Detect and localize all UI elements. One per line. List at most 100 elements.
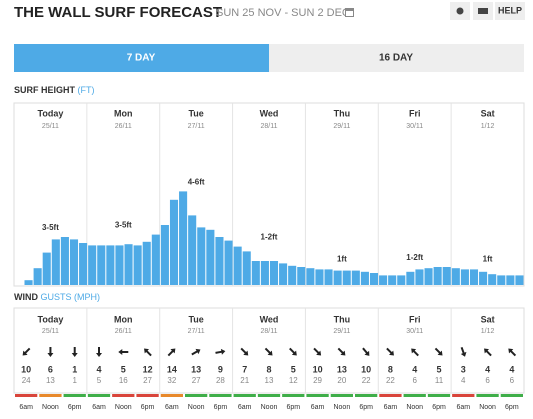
wind-rating	[63, 394, 86, 397]
wind-speed: 4	[412, 364, 417, 374]
surf-bar	[415, 269, 424, 285]
wind-speed: 3	[461, 364, 466, 374]
surf-bar	[24, 280, 33, 285]
surf-bar	[69, 239, 79, 285]
wind-speed: 5	[121, 364, 126, 374]
time-label: Noon	[333, 404, 350, 411]
wind-gust: 22	[362, 376, 371, 385]
day-date: 26/11	[115, 123, 132, 130]
wind-gust: 16	[119, 376, 128, 385]
help-button[interactable]	[495, 2, 525, 20]
surf-bar	[106, 245, 115, 285]
time-label: 6am	[165, 404, 179, 411]
surf-bar	[379, 275, 388, 285]
title: THE WALL SURF FORECAST	[14, 4, 222, 21]
wind-gust: 6	[412, 376, 417, 385]
day-name: Mon	[114, 314, 133, 324]
tab-7day[interactable]	[14, 44, 269, 72]
tab-16day[interactable]	[269, 44, 524, 72]
day-date: 1/12	[481, 123, 495, 130]
wind-speed: 4	[509, 364, 514, 374]
arrow-shape	[191, 348, 201, 356]
day-date: 26/11	[115, 328, 132, 335]
wind-rating	[87, 394, 111, 397]
arrow-shape	[71, 347, 78, 357]
wind-arrow	[22, 347, 31, 356]
day-date: 29/11	[333, 328, 350, 335]
wind-gust: 13	[46, 376, 55, 385]
wind-gust: 13	[265, 376, 274, 385]
arrow-shape	[47, 347, 54, 357]
wind-gust: 21	[240, 376, 249, 385]
wind-gust: 32	[167, 376, 176, 385]
wind-arrow	[484, 348, 492, 357]
arrow-shape	[508, 348, 517, 357]
wind-speed: 12	[143, 364, 153, 374]
wind-gust: 4	[461, 376, 466, 385]
surf-bar	[388, 275, 397, 285]
wind-speed: 13	[337, 364, 347, 374]
wind-speed: 9	[218, 364, 223, 374]
wind-arrow	[264, 347, 273, 356]
wind-rating	[209, 394, 232, 397]
wind-rating	[112, 394, 135, 397]
arrow-shape	[215, 348, 226, 355]
surf-label: 3-5ft	[115, 221, 132, 230]
time-label: 6pm	[68, 404, 82, 411]
surf-label: 1-2ft	[261, 233, 278, 242]
wind-arrow	[460, 346, 467, 357]
arrow-shape	[167, 348, 176, 357]
wind-arrow	[118, 349, 129, 355]
wind-arrow	[47, 347, 54, 357]
arrow-shape	[434, 347, 443, 356]
arrow-shape	[386, 347, 394, 356]
time-label: 6pm	[141, 404, 155, 411]
wind-speed: 6	[48, 364, 53, 374]
wind-rating	[452, 394, 475, 397]
wind-rating	[160, 394, 183, 397]
wind-rating	[282, 394, 305, 397]
calendar-icon	[345, 8, 354, 17]
wind-arrow	[508, 348, 517, 357]
wind-rating	[257, 394, 281, 397]
wind-speed: 1	[72, 364, 77, 374]
arrow-shape	[289, 347, 297, 356]
wind-rating	[476, 394, 499, 397]
surf-bar	[151, 234, 160, 285]
day-name: Today	[38, 314, 64, 324]
surf-bar	[469, 269, 479, 285]
wind-speed: 5	[436, 364, 441, 374]
wind-arrow	[411, 348, 419, 357]
surf-label: 1ft	[337, 254, 347, 263]
wind-gust: 27	[143, 376, 152, 385]
surf-bar	[397, 275, 406, 285]
wind-subtitle: GUSTS	[41, 292, 72, 302]
surf-bar	[451, 268, 460, 285]
surf-bar	[242, 251, 251, 285]
wind-rating	[330, 394, 353, 397]
arrow-shape	[240, 347, 249, 356]
help-label: HELP	[498, 5, 522, 15]
day-name: Thu	[334, 108, 351, 118]
surf-label: 3-5ft	[42, 223, 59, 232]
arrow-shape	[96, 347, 102, 357]
wind-arrow	[71, 347, 78, 357]
surf-bar	[406, 271, 415, 285]
surf-bar	[142, 241, 151, 285]
wind-speed: 10	[313, 364, 323, 374]
wind-arrow	[96, 347, 102, 357]
wind-arrow	[289, 347, 297, 356]
wind-rating	[185, 394, 208, 397]
day-name: Wed	[260, 108, 279, 118]
surf-panel	[13, 102, 525, 287]
surf-bar	[60, 237, 69, 285]
wind-gust: 24	[22, 376, 31, 385]
date-range: SUN 25 NOV - SUN 2 DEC	[216, 7, 350, 19]
surf-bar	[124, 244, 133, 285]
time-label: 6pm	[359, 404, 373, 411]
surf-bar	[260, 261, 269, 285]
surf-bar	[369, 273, 379, 285]
surf-bar	[497, 275, 506, 285]
wind-speed: 10	[361, 364, 371, 374]
